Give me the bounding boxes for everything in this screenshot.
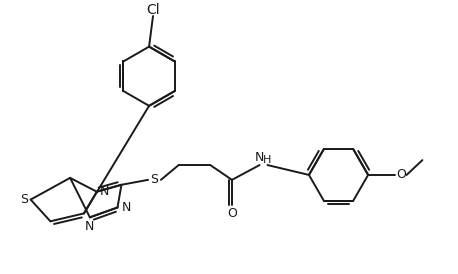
Text: N: N — [122, 201, 131, 214]
Text: O: O — [227, 207, 237, 220]
Text: S: S — [20, 193, 28, 206]
Text: S: S — [150, 173, 158, 186]
Text: N: N — [100, 185, 109, 198]
Text: H: H — [263, 155, 272, 165]
Text: Cl: Cl — [146, 3, 160, 17]
Text: N: N — [85, 220, 94, 233]
Text: N: N — [255, 151, 264, 164]
Text: O: O — [396, 169, 406, 181]
